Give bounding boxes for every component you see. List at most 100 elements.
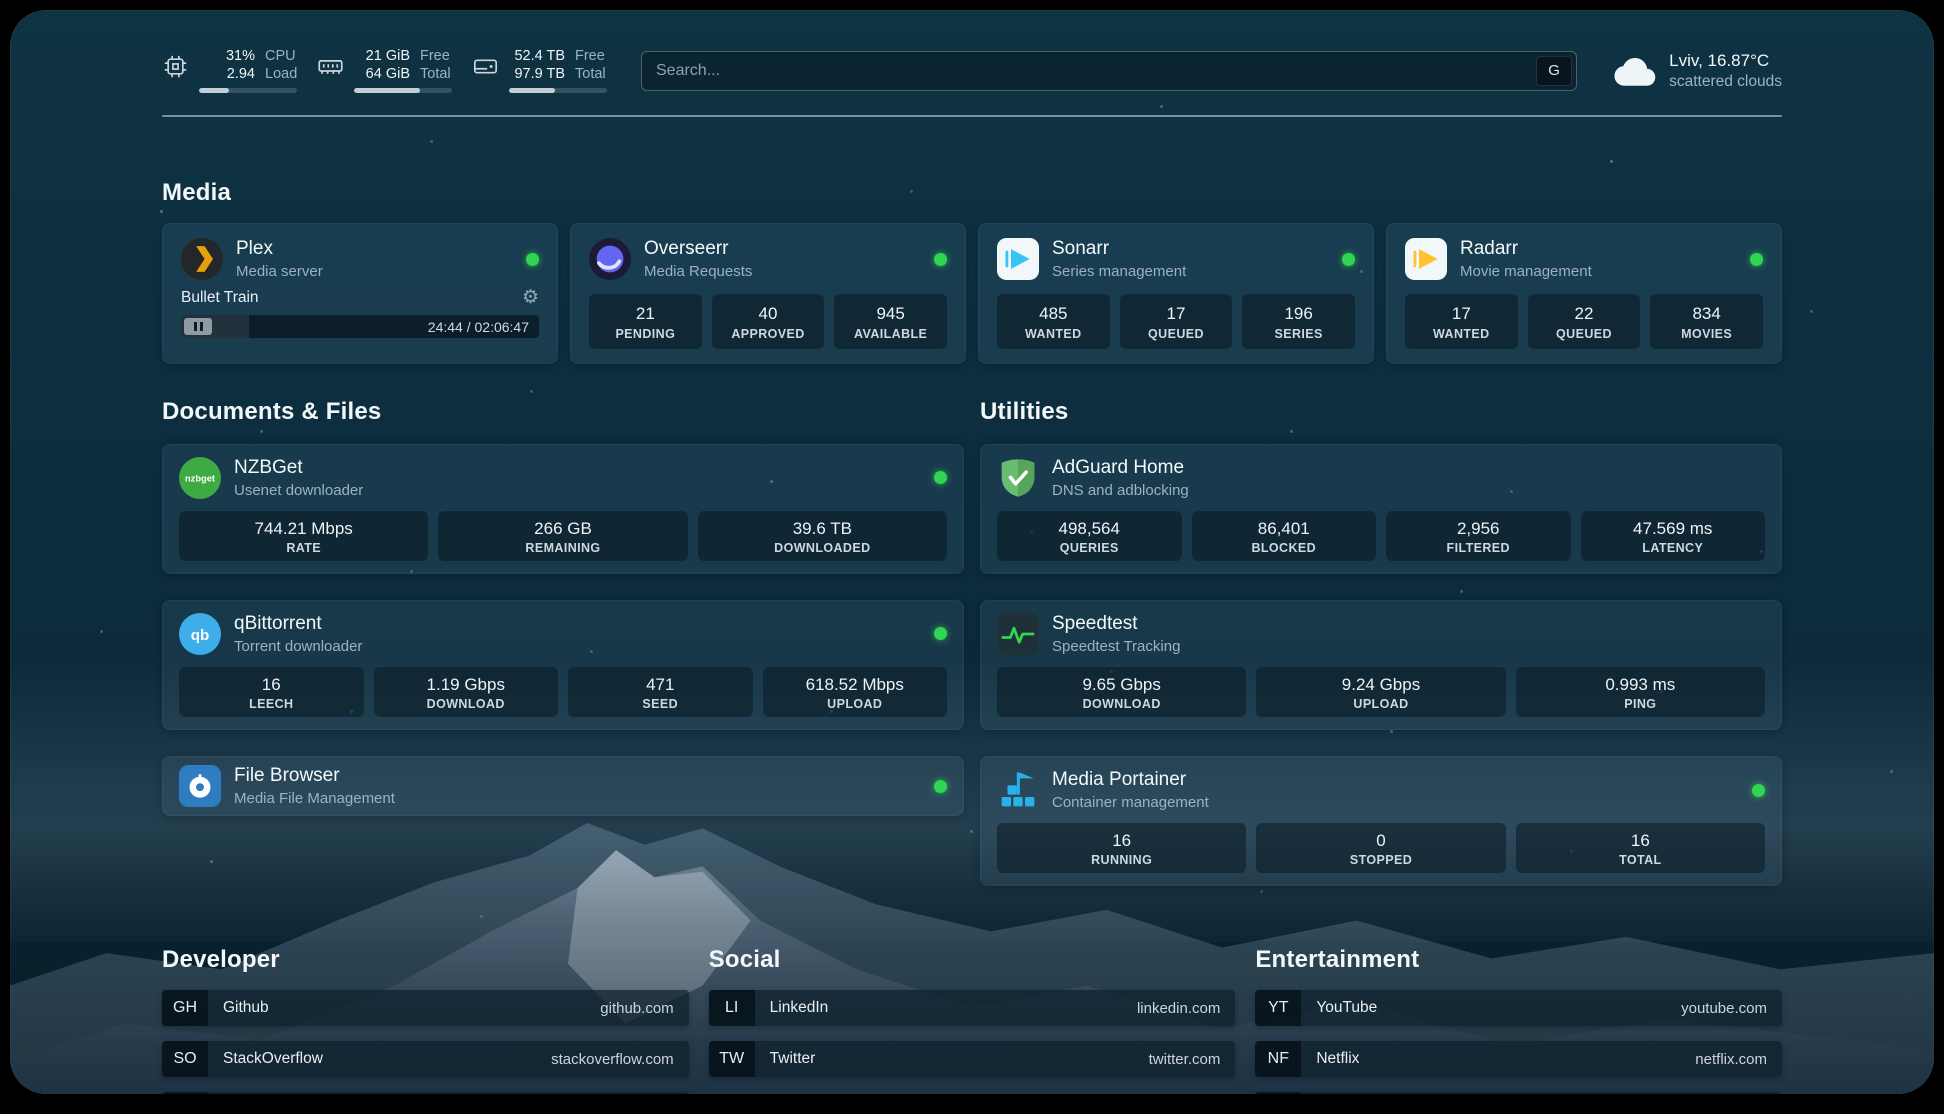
- memory-total-label: Total: [420, 65, 451, 82]
- memory-stat: 21 GiB 64 GiB Free Total: [317, 48, 452, 94]
- stat-label: DOWNLOADED: [774, 540, 871, 555]
- bookmark-columns: Developer GH Github github.com SO StackO…: [162, 946, 1782, 1094]
- bookmark-twitter[interactable]: TW Twitter twitter.com: [708, 1041, 1236, 1078]
- bookmark-name: YouTube: [1316, 999, 1378, 1017]
- bookmark-youtube[interactable]: YT YouTube youtube.com: [1255, 990, 1782, 1027]
- radarr-stats: 17 WANTED 22 QUEUED 834 MOVIES: [1405, 294, 1763, 349]
- bookmark-name: Twitter: [769, 1050, 816, 1068]
- stat-value: 471: [646, 674, 675, 694]
- bookmark-github[interactable]: GH Github github.com: [162, 990, 689, 1027]
- bookmark-abbr: TW: [708, 1041, 755, 1078]
- app-subtitle: Usenet downloader: [234, 481, 364, 499]
- app-subtitle: Container management: [1052, 794, 1209, 812]
- stat-label: LATENCY: [1642, 540, 1704, 555]
- app-card-qbittorrent[interactable]: qb qBittorrent Torrent downloader 16: [162, 599, 964, 731]
- stat-label: SERIES: [1274, 326, 1323, 341]
- portainer-titles: Media Portainer Container management: [1052, 769, 1209, 811]
- adguard-titles: AdGuard Home DNS and adblocking: [1052, 457, 1189, 499]
- top-bar: 31% 2.94 CPU Load: [162, 48, 1782, 94]
- memory-total-value: 64 GiB: [365, 65, 410, 82]
- app-card-nzbget[interactable]: nzbget NZBGet Usenet downloader 744.21 M…: [162, 443, 964, 574]
- bookmark-url: stackoverflow.com: [551, 1050, 674, 1068]
- nzbget-stats: 744.21 Mbps RATE 266 GB REMAINING 39.6 T…: [179, 510, 947, 561]
- stat-value: 485: [1039, 304, 1068, 324]
- cloud-icon: [1614, 57, 1656, 86]
- cpu-labels: CPU Load: [265, 48, 297, 83]
- app-card-plex[interactable]: Plex Media server Bullet Train ⚙ 24:44 /…: [162, 223, 558, 364]
- stat-label: PING: [1624, 697, 1657, 712]
- stat-value: 945: [876, 304, 905, 324]
- app-card-adguard[interactable]: AdGuard Home DNS and adblocking 498,564 …: [980, 443, 1782, 574]
- cpu-label: CPU: [265, 48, 296, 64]
- app-card-portainer[interactable]: Media Portainer Container management 16 …: [980, 756, 1782, 887]
- disk-progress-fill: [509, 88, 556, 94]
- gear-icon[interactable]: ⚙: [521, 287, 539, 309]
- bookmark-url: twitter.com: [1148, 1050, 1221, 1068]
- bookmark-dev[interactable]: DT DEV dev.to: [162, 1092, 689, 1094]
- stat-value: 196: [1284, 304, 1313, 324]
- bookmark-linkedin[interactable]: LI LinkedIn linkedin.com: [708, 990, 1236, 1027]
- plex-header: Plex Media server: [181, 238, 539, 281]
- pause-button[interactable]: [184, 318, 212, 336]
- stat-downloaded: 39.6 TB DOWNLOADED: [697, 510, 947, 561]
- app-card-filebrowser[interactable]: File Browser Media File Management: [162, 756, 964, 817]
- app-subtitle: Media server: [236, 263, 323, 281]
- overseerr-titles: Overseerr Media Requests: [644, 238, 752, 280]
- disk-stat-row: 52.4 TB 97.9 TB Free Total: [509, 48, 607, 83]
- speedtest-stats: 9.65 Gbps DOWNLOAD 9.24 Gbps UPLOAD 0.99…: [997, 666, 1765, 718]
- status-dot: [1750, 252, 1763, 266]
- bookmark-reddit[interactable]: RE Reddit reddit.com: [1255, 1092, 1782, 1094]
- cpu-percent: 31%: [225, 48, 255, 64]
- social-rows: LI LinkedIn linkedin.com TW Twitter twit…: [708, 990, 1236, 1078]
- bookmarks-developer: Developer GH Github github.com SO StackO…: [162, 946, 689, 1094]
- bookmark-stackoverflow[interactable]: SO StackOverflow stackoverflow.com: [162, 1041, 689, 1078]
- app-name: Radarr: [1460, 238, 1519, 260]
- stat-label: RUNNING: [1091, 853, 1153, 868]
- portainer-icon: [997, 769, 1039, 811]
- stat-filtered: 2,956 FILTERED: [1386, 510, 1571, 561]
- app-name: qBittorrent: [234, 612, 322, 634]
- adguard-stats: 498,564 QUERIES 86,401 BLOCKED 2,956 FIL…: [997, 510, 1765, 561]
- radarr-header: Radarr Movie management: [1405, 238, 1763, 281]
- bookmark-netflix[interactable]: NF Netflix netflix.com: [1255, 1041, 1782, 1078]
- app-card-sonarr[interactable]: Sonarr Series management 485 WANTED 17 Q…: [978, 223, 1374, 364]
- entertainment-rows: YT YouTube youtube.com NF Netflix netfli…: [1255, 990, 1782, 1094]
- disk-total-label: Total: [575, 65, 606, 82]
- app-name: File Browser: [234, 765, 340, 787]
- app-card-speedtest[interactable]: Speedtest Speedtest Tracking 9.65 Gbps D…: [980, 599, 1782, 731]
- stat-label: SEED: [642, 697, 679, 712]
- memory-progress-fill: [354, 88, 420, 94]
- search-engine-button[interactable]: G: [1536, 55, 1573, 86]
- stat-value: 17: [1451, 304, 1471, 324]
- stat-value: 0: [1376, 831, 1386, 851]
- stat-label: UPLOAD: [827, 697, 883, 712]
- stat-label: TOTAL: [1619, 853, 1662, 868]
- search-input[interactable]: [641, 50, 1578, 91]
- stat-wanted: 17 WANTED: [1405, 294, 1518, 349]
- stat-label: DOWNLOAD: [426, 697, 505, 712]
- app-card-overseerr[interactable]: Overseerr Media Requests 21 PENDING 40 A…: [570, 223, 966, 364]
- stat-label: QUERIES: [1059, 540, 1119, 555]
- qbittorrent-icon: qb: [179, 612, 221, 655]
- bookmark-url: youtube.com: [1681, 999, 1767, 1017]
- qbittorrent-header: qb qBittorrent Torrent downloader: [179, 612, 947, 655]
- weather-text: Lviv, 16.87°C scattered clouds: [1669, 51, 1782, 91]
- stat-label: QUEUED: [1556, 326, 1612, 341]
- documents-stack: nzbget NZBGet Usenet downloader 744.21 M…: [162, 443, 964, 817]
- disk-values: 52.4 TB 97.9 TB: [509, 48, 565, 83]
- dashboard-window: 31% 2.94 CPU Load: [10, 10, 1934, 1094]
- adguard-icon: [997, 457, 1039, 499]
- stat-latency: 47.569 ms LATENCY: [1580, 510, 1765, 561]
- stat-value: 0.993 ms: [1605, 674, 1676, 694]
- bookmark-url: linkedin.com: [1136, 999, 1221, 1017]
- stat-label: DOWNLOAD: [1082, 697, 1161, 712]
- plex-player-bar[interactable]: 24:44 / 02:06:47: [181, 315, 539, 339]
- stat-label: AVAILABLE: [854, 326, 928, 341]
- plex-icon: [181, 238, 223, 281]
- utilities-stack: AdGuard Home DNS and adblocking 498,564 …: [980, 443, 1782, 887]
- cpu-icon: [162, 48, 189, 80]
- stat-label: QUEUED: [1148, 326, 1204, 341]
- app-name: NZBGet: [234, 456, 303, 478]
- header-divider: [162, 115, 1782, 118]
- app-card-radarr[interactable]: Radarr Movie management 17 WANTED 22 QUE…: [1386, 223, 1782, 364]
